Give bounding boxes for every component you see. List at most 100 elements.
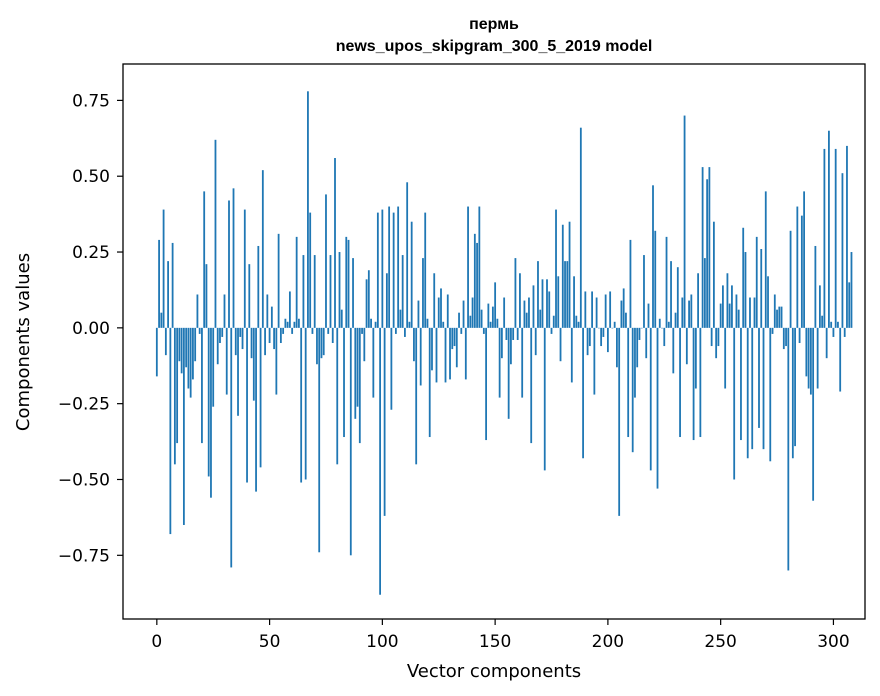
- bar: [543, 327, 546, 471]
- y-tick-label: 0.00: [72, 319, 110, 339]
- bar: [169, 327, 172, 535]
- bar: [284, 318, 287, 328]
- bar: [782, 327, 785, 350]
- bar: [246, 327, 248, 483]
- bar: [449, 327, 451, 380]
- bar: [406, 182, 409, 328]
- bar: [485, 327, 487, 441]
- bar: [541, 279, 544, 328]
- bar: [809, 327, 812, 395]
- bar: [453, 327, 456, 347]
- bar: [703, 258, 706, 328]
- bar: [232, 188, 235, 328]
- bar: [622, 288, 625, 328]
- y-axis-label: Components values: [13, 253, 34, 431]
- bar: [715, 327, 718, 359]
- bar: [318, 327, 321, 553]
- bar: [167, 261, 169, 328]
- bar: [654, 230, 657, 328]
- bar: [365, 279, 368, 328]
- bar: [722, 285, 724, 328]
- bar: [710, 327, 713, 347]
- bar: [223, 294, 226, 328]
- bar: [277, 233, 280, 328]
- bar: [300, 327, 303, 483]
- bar: [652, 185, 654, 328]
- bar: [559, 327, 562, 362]
- bar: [424, 212, 427, 328]
- bar: [349, 327, 352, 556]
- bar: [767, 276, 769, 328]
- bar: [500, 327, 503, 359]
- bar: [397, 206, 400, 328]
- bar: [674, 312, 677, 328]
- bar: [158, 239, 160, 328]
- bar: [392, 212, 395, 328]
- bar: [252, 327, 255, 401]
- bar: [201, 327, 203, 444]
- bar: [264, 327, 266, 356]
- bar: [523, 300, 526, 328]
- bar: [415, 327, 418, 465]
- bar: [776, 309, 778, 328]
- bar: [647, 303, 650, 328]
- bar: [516, 327, 519, 340]
- bar: [370, 318, 372, 328]
- bar: [512, 327, 515, 340]
- bar: [593, 327, 596, 395]
- bar: [616, 327, 618, 368]
- bar: [706, 179, 709, 328]
- y-tick-label: −0.25: [58, 395, 110, 415]
- bar: [519, 273, 521, 328]
- bar: [825, 327, 828, 359]
- bar: [327, 327, 330, 334]
- bar: [846, 145, 848, 328]
- bar: [629, 239, 632, 328]
- bar: [690, 294, 693, 328]
- bar: [602, 327, 605, 337]
- bar: [510, 327, 512, 365]
- bar: [442, 321, 445, 328]
- bar: [426, 318, 429, 328]
- bar: [636, 327, 639, 368]
- bar: [431, 327, 433, 371]
- bar: [302, 255, 305, 328]
- bar: [575, 315, 578, 328]
- bar: [361, 327, 363, 334]
- bar: [259, 327, 262, 468]
- bar: [539, 309, 542, 328]
- bar: [557, 276, 560, 328]
- bar: [471, 297, 474, 328]
- x-tick-label: 100: [366, 632, 398, 652]
- bar: [379, 327, 381, 595]
- bar: [708, 167, 711, 328]
- bar: [243, 209, 246, 328]
- bar: [670, 261, 672, 328]
- bar: [807, 327, 810, 389]
- bar: [507, 327, 510, 419]
- bar: [778, 306, 781, 328]
- bar: [446, 294, 449, 328]
- bar: [304, 327, 307, 480]
- bar: [286, 321, 289, 328]
- bar: [634, 327, 636, 398]
- bar: [329, 255, 332, 328]
- bar: [726, 273, 729, 328]
- x-tick-label: 0: [151, 632, 162, 652]
- bar: [313, 255, 316, 328]
- bar: [293, 321, 296, 328]
- bar: [701, 167, 704, 328]
- bar: [606, 327, 609, 353]
- x-axis-label: Vector components: [407, 661, 581, 682]
- bar: [579, 127, 582, 328]
- bar: [248, 264, 251, 328]
- bar: [462, 300, 465, 328]
- bar: [162, 209, 165, 328]
- bar: [692, 327, 695, 441]
- bar: [155, 327, 158, 377]
- bar: [496, 318, 499, 328]
- bar: [800, 215, 803, 328]
- bar: [566, 261, 569, 328]
- bar: [340, 309, 343, 328]
- bar: [688, 300, 690, 328]
